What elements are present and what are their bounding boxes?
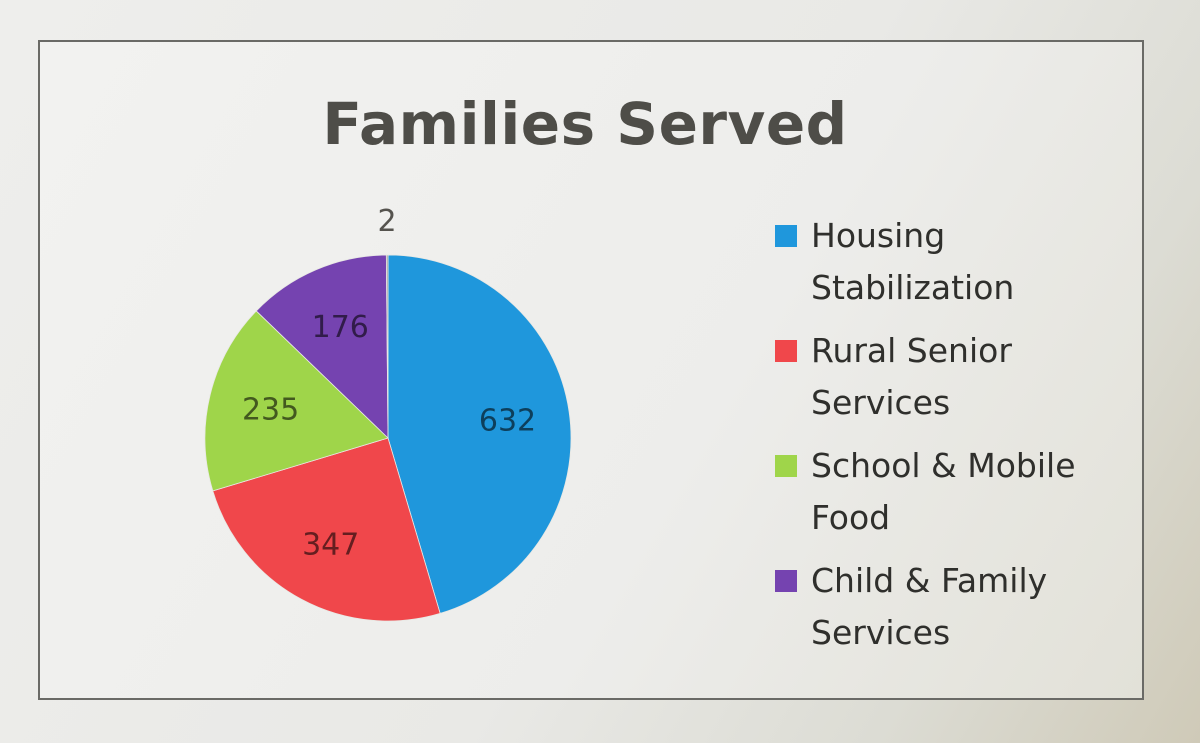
pie-data-label: 347 <box>302 527 359 562</box>
legend-swatch <box>775 340 797 362</box>
pie-data-label: 235 <box>242 393 299 428</box>
pie-data-label: 176 <box>312 310 369 345</box>
legend-swatch <box>775 455 797 477</box>
legend-entry: School & Mobile Food <box>775 440 1135 544</box>
pie-slice-child-family-services <box>255 254 389 439</box>
legend-swatch <box>775 225 797 247</box>
legend-swatch <box>775 570 797 592</box>
legend-entry: Housing Stabilization <box>775 210 1135 314</box>
legend-label: Housing Stabilization <box>811 216 1015 307</box>
pie-slice-unlabeled <box>385 254 389 439</box>
legend-entry: Rural Senior Services <box>775 325 1135 429</box>
chart-title: Families Served <box>322 90 848 158</box>
pie-data-label: 2 <box>377 204 396 239</box>
legend-label: Child & Family Services <box>811 561 1048 652</box>
legend-entry: Child & Family Services <box>775 555 1135 659</box>
legend-label: School & Mobile Food <box>811 446 1076 537</box>
legend-label: Rural Senior Services <box>811 331 1012 422</box>
pie-slice-housing-stabilization <box>387 254 572 614</box>
pie-slice-rural-senior-services <box>212 437 441 622</box>
pie-data-label: 632 <box>479 404 536 439</box>
legend: Housing Stabilization Rural Senior Servic… <box>775 210 1135 670</box>
pie-slice-school-mobile-food <box>204 310 389 492</box>
